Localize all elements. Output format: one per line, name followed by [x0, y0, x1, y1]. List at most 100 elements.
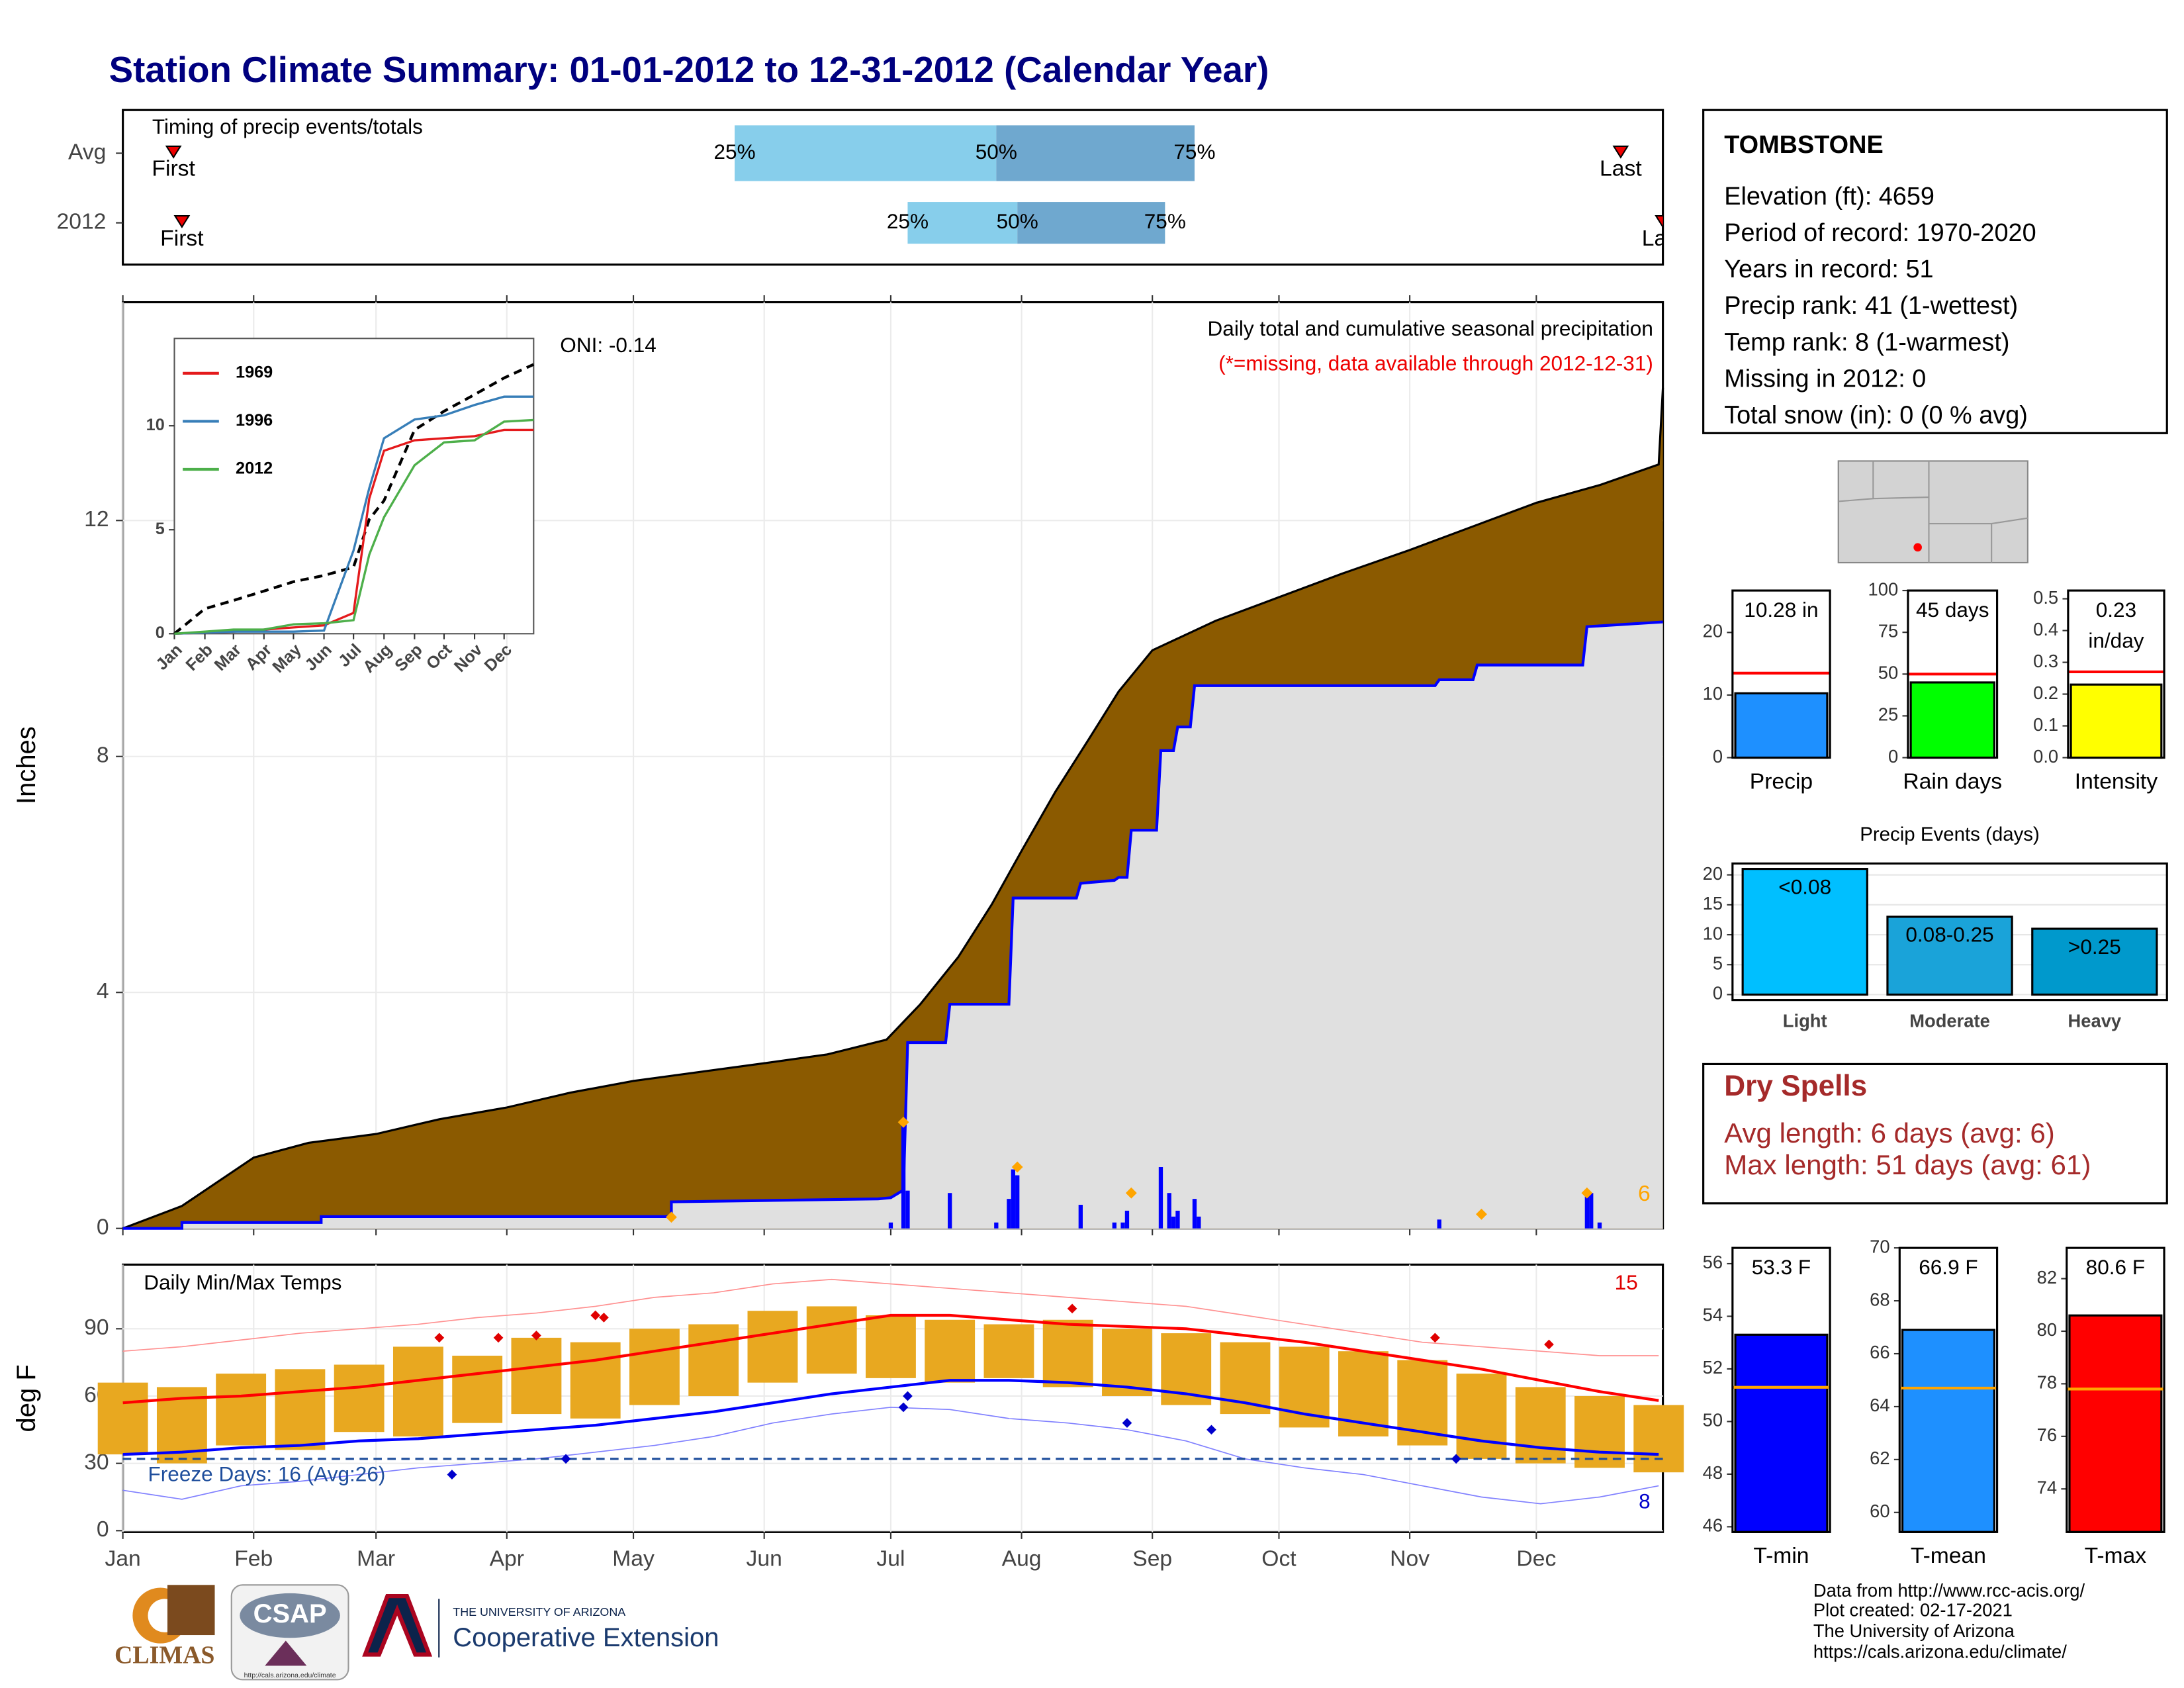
info-line: Temp rank: 8 (1-warmest)	[1724, 328, 2009, 356]
y-tick-label: 0.0	[2033, 746, 2058, 767]
x-tick-label: T-min	[1753, 1544, 1809, 1568]
y-tick-label: 100	[1868, 579, 1899, 599]
state-map	[1837, 460, 2028, 564]
quartile-label: 50%	[997, 209, 1038, 233]
daily-bar	[1192, 1199, 1197, 1229]
record-marker	[1067, 1303, 1077, 1314]
quartile-label: 25%	[887, 209, 929, 233]
chart-title: Daily total and cumulative seasonal prec…	[1208, 316, 1653, 340]
x-tick-label: Precip	[1750, 769, 1813, 794]
bar	[1741, 868, 1868, 996]
daily-bar	[905, 1190, 910, 1229]
bar-label: >0.25	[2068, 935, 2121, 959]
y-tick-label: 46	[1703, 1515, 1723, 1536]
y-tick-label: 82	[2037, 1267, 2057, 1288]
avg-min-line	[122, 1379, 1659, 1456]
temp-range-bar	[747, 1311, 798, 1383]
x-tick-label: Feb	[234, 1546, 273, 1571]
y-tick-label: 0.2	[2033, 682, 2058, 703]
bar-label: 0.08-0.25	[1905, 923, 1993, 947]
daily-bar	[1167, 1193, 1171, 1229]
y-tick-label: 8	[97, 743, 109, 768]
logo-text: http://cals.arizona.edu/climate	[244, 1671, 336, 1679]
chart-subtitle: (*=missing, data available through 2012-…	[1218, 352, 1653, 375]
daily-bar	[1597, 1222, 1602, 1229]
temp-range-bar	[97, 1382, 148, 1455]
panel-frame	[1731, 1246, 1831, 1533]
bar	[1886, 915, 2013, 996]
y-tick-label: 64	[1870, 1395, 1889, 1415]
logo-text: CSAP	[253, 1599, 327, 1628]
panel-frame	[1702, 1062, 2168, 1205]
y-tick-label: 5	[1713, 953, 1723, 974]
daily-bar	[1112, 1222, 1116, 1229]
x-tick-label: Heavy	[2068, 1011, 2122, 1031]
temp-range-bar	[983, 1324, 1034, 1378]
value-label-box: 53.3 F	[1751, 1256, 1811, 1280]
legend-label: 2012	[236, 459, 273, 478]
info-title: TOMBSTONE	[1724, 131, 1884, 159]
daily-bar	[1197, 1216, 1201, 1229]
y-tick-label: 4	[97, 979, 109, 1004]
y-tick-label: 0	[1713, 746, 1723, 767]
daily-bar	[1584, 1193, 1590, 1229]
panel-frame	[1731, 589, 1831, 759]
y-axis-label: deg F	[12, 1364, 41, 1432]
y-tick-label: 56	[1703, 1252, 1723, 1272]
x-tick-label: Intensity	[2075, 769, 2158, 794]
info-line: Missing in 2012: 0	[1724, 365, 1926, 393]
credit: The University of Arizona	[1813, 1620, 2015, 1641]
quartile-label: 50%	[976, 140, 1017, 164]
y-tick-label: 15	[1703, 893, 1723, 914]
panel-frame	[1731, 862, 2168, 1002]
value-label-box: 0.23 in/day	[2088, 598, 2144, 653]
record-marker	[1451, 1454, 1461, 1464]
temp-range-bar	[570, 1342, 621, 1419]
x-tick-label: T-mean	[1911, 1544, 1986, 1568]
bar	[1734, 1333, 1829, 1533]
bar	[2068, 1314, 2163, 1533]
value-label-box: 10.28 in	[1744, 599, 1818, 623]
inset-frame	[173, 338, 535, 635]
value-label: 53.3 F	[1751, 1256, 1811, 1280]
x-tick-label: Sep	[1132, 1546, 1172, 1571]
y-tick-label: 12	[84, 507, 109, 532]
temp-range-bar	[275, 1369, 326, 1450]
bar	[1909, 681, 1995, 759]
event-marker	[1612, 145, 1629, 159]
y-tick-label: 0.5	[2033, 587, 2058, 608]
y-axis-label: Inches	[12, 726, 41, 804]
event-marker	[897, 1116, 909, 1128]
daily-bar	[1175, 1210, 1180, 1229]
daily-bar	[888, 1222, 893, 1229]
y-tick-label: 52	[1703, 1357, 1723, 1378]
quartile-bar	[1017, 202, 1165, 244]
y-tick-label: 0	[156, 624, 165, 642]
y-tick-label: 54	[1703, 1305, 1723, 1325]
x-tick-label: Mar	[357, 1546, 395, 1571]
panel-line: Avg length: 6 days (avg: 6)	[1724, 1117, 2055, 1149]
x-tick-label: T-max	[2085, 1544, 2147, 1568]
daily-bar	[1078, 1205, 1083, 1229]
logo-text: CLIMAS	[114, 1641, 214, 1669]
y-tick-label: 0	[1888, 746, 1898, 767]
event-label: First	[152, 157, 195, 181]
y-tick-label: 74	[2037, 1477, 2057, 1497]
y-tick-label: 66	[1870, 1342, 1889, 1362]
x-tick-label: Apr	[490, 1546, 524, 1571]
panel-title: Timing of precip events/totals	[152, 115, 423, 138]
bar	[2031, 927, 2158, 996]
y-tick-label: 10	[1703, 923, 1723, 943]
y-tick-label: 0	[97, 1215, 109, 1240]
x-tick-label: Moderate	[1909, 1011, 1990, 1031]
x-tick-label: Jan	[105, 1546, 141, 1571]
record-marker	[561, 1454, 571, 1464]
temp-range-bar	[392, 1346, 443, 1436]
y-tick-label: 68	[1870, 1289, 1889, 1309]
value-label: 0.23 in/day	[2088, 598, 2144, 653]
record-marker	[599, 1313, 609, 1323]
y-tick-label: 75	[1878, 620, 1898, 641]
daily-bar	[1158, 1167, 1163, 1229]
temp-range-bar	[1515, 1387, 1566, 1464]
